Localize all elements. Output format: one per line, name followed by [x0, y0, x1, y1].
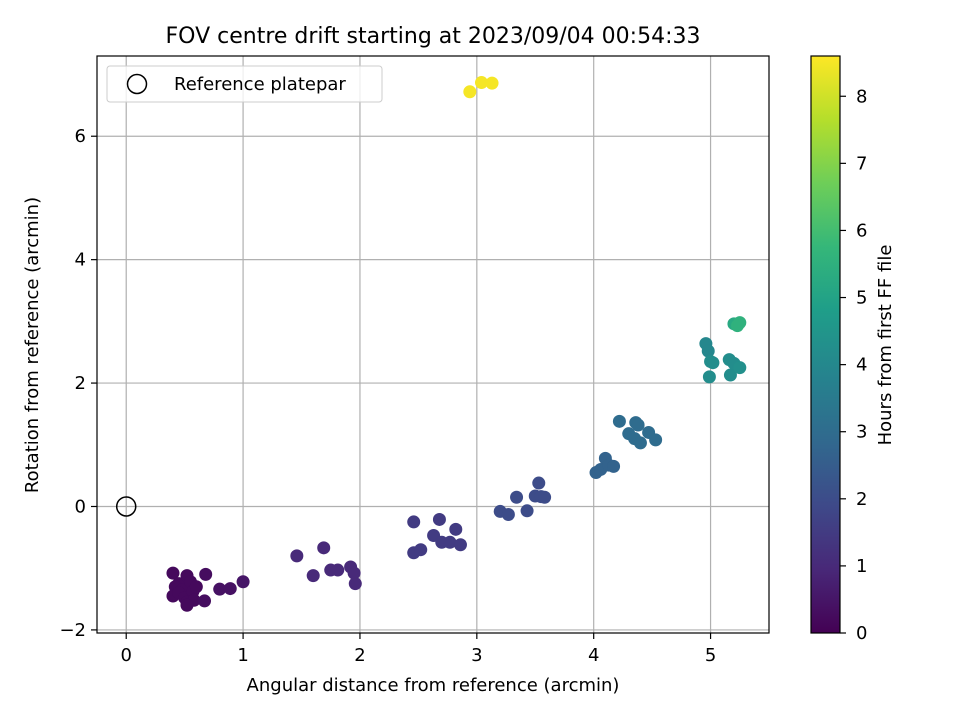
data-point: [198, 594, 212, 608]
data-point: [443, 535, 457, 549]
colorbar-tick-label: 7: [856, 153, 867, 174]
colorbar-label: Hours from first FF file: [875, 245, 896, 446]
data-point: [607, 459, 621, 473]
x-tick-label: 1: [237, 645, 248, 666]
data-point: [317, 541, 331, 555]
data-point: [510, 490, 524, 504]
y-tick-label: 2: [75, 373, 86, 394]
colorbar-tick-label: 8: [856, 86, 867, 107]
data-point: [189, 580, 203, 594]
data-point: [701, 344, 715, 358]
y-tick-label: 0: [75, 496, 86, 517]
data-point: [706, 356, 720, 370]
colorbar-tick-label: 2: [856, 489, 867, 510]
x-tick-label: 2: [354, 645, 365, 666]
data-point: [199, 567, 213, 581]
data-point: [538, 490, 552, 504]
legend-marker-reference: [126, 73, 148, 95]
colorbar-tick-label: 5: [856, 288, 867, 309]
data-point: [501, 508, 515, 522]
y-tick-label: −2: [59, 620, 86, 641]
data-point: [166, 566, 180, 580]
data-point: [407, 515, 421, 529]
y-tick-label: 6: [75, 126, 86, 147]
data-point: [631, 418, 645, 432]
y-axis-ticks: −2 0 2 4 6: [59, 126, 97, 641]
colorbar-tick-label: 0: [856, 623, 867, 644]
x-tick-label: 3: [471, 645, 482, 666]
colorbar-tick-label: 3: [856, 422, 867, 443]
legend-box: [106, 65, 383, 103]
data-point: [432, 512, 446, 526]
data-point: [633, 436, 647, 450]
data-point: [414, 543, 428, 557]
x-tick-label: 5: [705, 645, 716, 666]
data-point: [306, 569, 320, 583]
data-point: [213, 582, 227, 596]
data-point: [485, 76, 499, 90]
y-tick-label: 4: [75, 250, 86, 271]
data-point: [475, 76, 489, 90]
data-point: [290, 549, 304, 563]
data-point: [612, 414, 626, 428]
data-point: [649, 433, 663, 447]
plot-frame: [96, 55, 770, 634]
colorbar: 0 1 2 3 4 5 6 7 8 Hours from first FF file: [810, 55, 896, 644]
colorbar-gradient: [810, 55, 841, 634]
data-point: [463, 85, 477, 99]
data-point: [733, 316, 747, 330]
data-point: [180, 598, 194, 612]
x-axis-ticks: 0 1 2 3 4 5: [120, 633, 716, 666]
data-point: [331, 563, 345, 577]
x-tick-label: 4: [588, 645, 599, 666]
data-point: [453, 538, 467, 552]
data-point: [348, 577, 362, 591]
data-point: [449, 522, 463, 536]
data-point: [532, 476, 546, 490]
x-tick-label: 0: [120, 645, 131, 666]
colorbar-tick-label: 6: [856, 220, 867, 241]
colorbar-ticks: 0 1 2 3 4 5 6 7 8: [840, 86, 867, 644]
grid-lines: [97, 56, 769, 633]
data-point: [520, 504, 534, 518]
data-point: [723, 368, 737, 382]
y-axis-label: Rotation from reference (arcmin): [22, 197, 43, 493]
colorbar-tick-label: 4: [856, 355, 867, 376]
legend: Reference platepar: [106, 65, 383, 103]
scatter-points: [166, 76, 747, 612]
reference-platepar-marker: [115, 496, 137, 517]
data-point: [223, 582, 237, 596]
data-point: [347, 566, 361, 580]
data-point: [236, 575, 250, 589]
chart-title: FOV centre drift starting at 2023/09/04 …: [166, 24, 701, 49]
data-point: [733, 361, 747, 375]
data-point: [702, 370, 716, 384]
x-axis-label: Angular distance from reference (arcmin): [247, 675, 620, 696]
legend-label-reference: Reference platepar: [174, 74, 346, 95]
colorbar-tick-label: 1: [856, 556, 867, 577]
